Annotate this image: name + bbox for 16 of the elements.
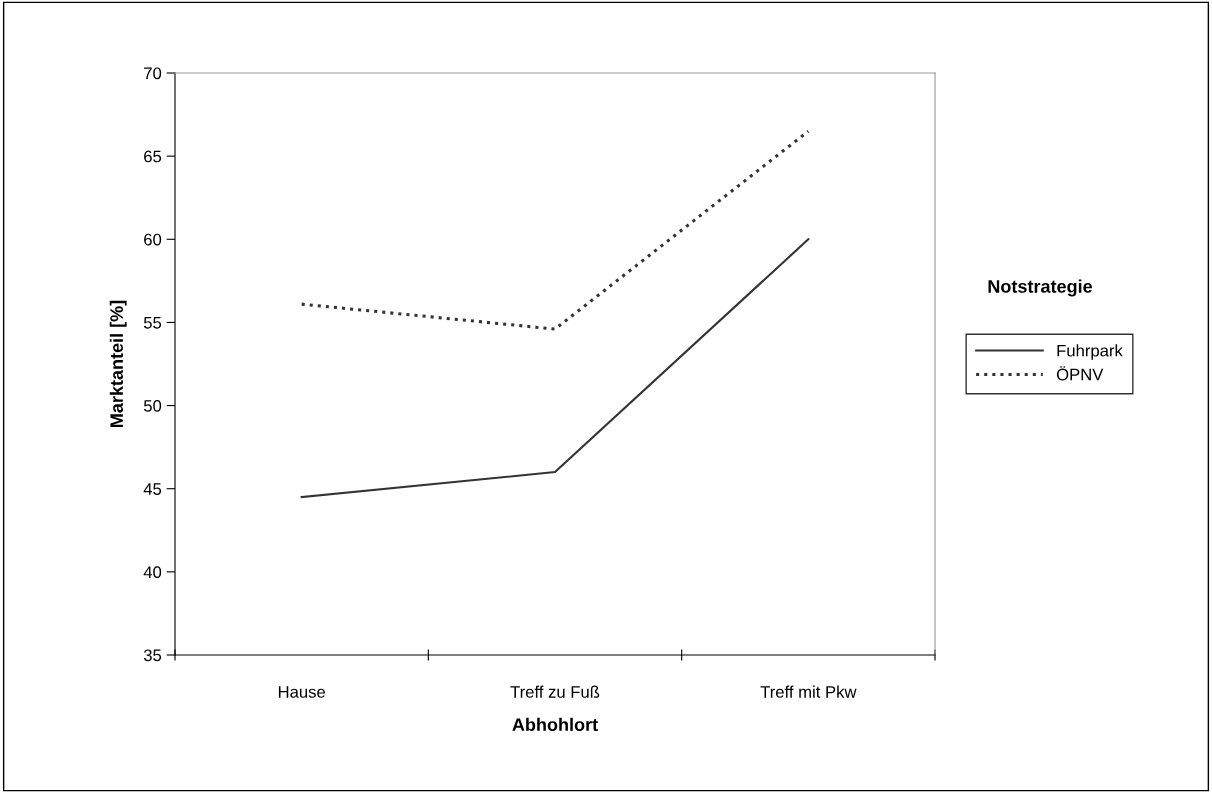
- x-tick-label: Hause: [278, 686, 326, 698]
- x-axis-title: Abhohlort: [512, 717, 598, 732]
- y-tick-label: 50: [143, 399, 162, 412]
- y-tick-label: 45: [143, 483, 162, 495]
- legend-label: Fuhrpark: [1057, 344, 1123, 360]
- legend-label: ÖPNV: [1056, 366, 1104, 381]
- y-tick-label: 55: [143, 317, 162, 329]
- x-tick-label: Treff mit Pkw: [760, 685, 857, 698]
- y-tick-label: 35: [143, 649, 162, 662]
- x-tick-label: Treff zu Fuß: [510, 685, 600, 698]
- legend-title: Notstrategie: [988, 279, 1093, 297]
- y-tick-label: 40: [143, 566, 162, 579]
- y-tick-label: 65: [144, 150, 162, 163]
- y-tick-label: 70: [144, 67, 162, 80]
- y-tick-label: 60: [144, 233, 162, 246]
- y-axis-title: Marktanteil [%]: [109, 300, 127, 427]
